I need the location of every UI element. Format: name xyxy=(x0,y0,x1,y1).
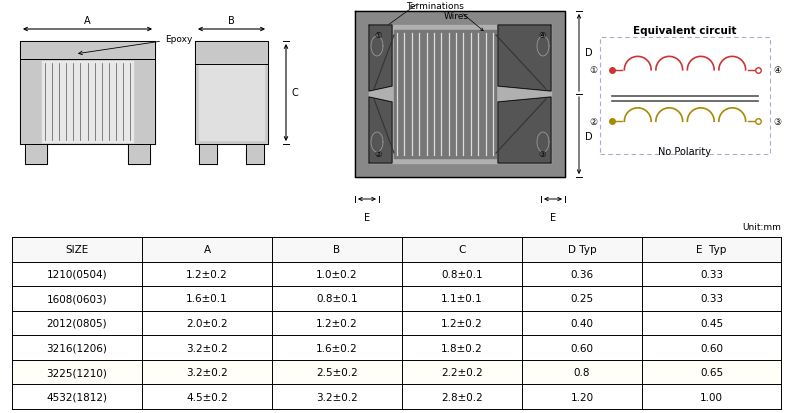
Text: 2.0±0.2: 2.0±0.2 xyxy=(186,318,228,328)
Text: Wires: Wires xyxy=(443,12,469,21)
Text: ②: ② xyxy=(374,150,381,159)
Text: 1.6±0.1: 1.6±0.1 xyxy=(186,294,228,304)
Text: 4532(1812): 4532(1812) xyxy=(47,392,108,402)
Text: 1.8±0.2: 1.8±0.2 xyxy=(441,343,483,353)
Text: 4.5±0.2: 4.5±0.2 xyxy=(186,392,228,402)
Text: 1.0±0.2: 1.0±0.2 xyxy=(316,269,358,279)
Text: C: C xyxy=(292,88,299,98)
Text: 0.8±0.1: 0.8±0.1 xyxy=(441,269,483,279)
Text: ③: ③ xyxy=(538,150,546,159)
Text: Terminations: Terminations xyxy=(406,2,464,11)
Text: ④: ④ xyxy=(538,31,546,40)
Text: 1.2±0.2: 1.2±0.2 xyxy=(316,318,358,328)
Text: 0.8±0.1: 0.8±0.1 xyxy=(316,294,358,304)
Text: 1.00: 1.00 xyxy=(700,392,723,402)
Text: ①: ① xyxy=(374,31,381,40)
Text: 0.40: 0.40 xyxy=(570,318,593,328)
Text: C: C xyxy=(458,244,465,255)
Text: Equivalent circuit: Equivalent circuit xyxy=(634,26,737,36)
Text: E: E xyxy=(364,212,370,223)
Text: 0.60: 0.60 xyxy=(700,343,723,353)
Text: 0.33: 0.33 xyxy=(700,294,723,304)
Text: 1.20: 1.20 xyxy=(570,392,594,402)
Text: 0.60: 0.60 xyxy=(570,343,593,353)
Text: 2.2±0.2: 2.2±0.2 xyxy=(441,367,483,377)
Text: Unit:mm: Unit:mm xyxy=(742,223,781,231)
Text: 1.2±0.2: 1.2±0.2 xyxy=(186,269,228,279)
Polygon shape xyxy=(498,98,551,164)
Text: D: D xyxy=(585,48,592,58)
Text: 3.2±0.2: 3.2±0.2 xyxy=(316,392,358,402)
Text: 0.33: 0.33 xyxy=(700,269,723,279)
Text: Epoxy: Epoxy xyxy=(79,35,193,56)
Text: SIZE: SIZE xyxy=(65,244,89,255)
Bar xyxy=(600,38,770,154)
Text: 0.8: 0.8 xyxy=(574,367,590,377)
Text: 0.36: 0.36 xyxy=(570,269,594,279)
Polygon shape xyxy=(369,98,392,164)
Text: A: A xyxy=(84,16,91,26)
Text: D: D xyxy=(585,131,592,141)
Text: B: B xyxy=(228,16,235,26)
Text: 1.1±0.1: 1.1±0.1 xyxy=(441,294,483,304)
Text: 1.2±0.2: 1.2±0.2 xyxy=(441,318,483,328)
Text: 1608(0603): 1608(0603) xyxy=(47,294,107,304)
Text: No Polarity: No Polarity xyxy=(658,147,711,157)
Text: 3216(1206): 3216(1206) xyxy=(47,343,107,353)
Text: 3.2±0.2: 3.2±0.2 xyxy=(186,367,228,377)
Text: 2.8±0.2: 2.8±0.2 xyxy=(441,392,483,402)
Text: 0.25: 0.25 xyxy=(570,294,594,304)
Text: D Typ: D Typ xyxy=(568,244,596,255)
Text: 0.45: 0.45 xyxy=(700,318,723,328)
Polygon shape xyxy=(369,26,392,92)
Text: ④: ④ xyxy=(773,66,781,75)
Text: 1.6±0.2: 1.6±0.2 xyxy=(316,343,358,353)
Text: ①: ① xyxy=(589,66,597,75)
Text: 0.65: 0.65 xyxy=(700,367,723,377)
Polygon shape xyxy=(498,26,551,92)
Text: 2.5±0.2: 2.5±0.2 xyxy=(316,367,358,377)
Text: B: B xyxy=(333,244,340,255)
Text: 3.2±0.2: 3.2±0.2 xyxy=(186,343,228,353)
Text: ②: ② xyxy=(589,117,597,126)
Text: E: E xyxy=(550,212,556,223)
Text: E  Typ: E Typ xyxy=(696,244,726,255)
Text: 1210(0504): 1210(0504) xyxy=(47,269,107,279)
Text: ③: ③ xyxy=(773,117,781,126)
Text: 3225(1210): 3225(1210) xyxy=(47,367,107,377)
Text: 2012(0805): 2012(0805) xyxy=(47,318,107,328)
Text: A: A xyxy=(204,244,211,255)
